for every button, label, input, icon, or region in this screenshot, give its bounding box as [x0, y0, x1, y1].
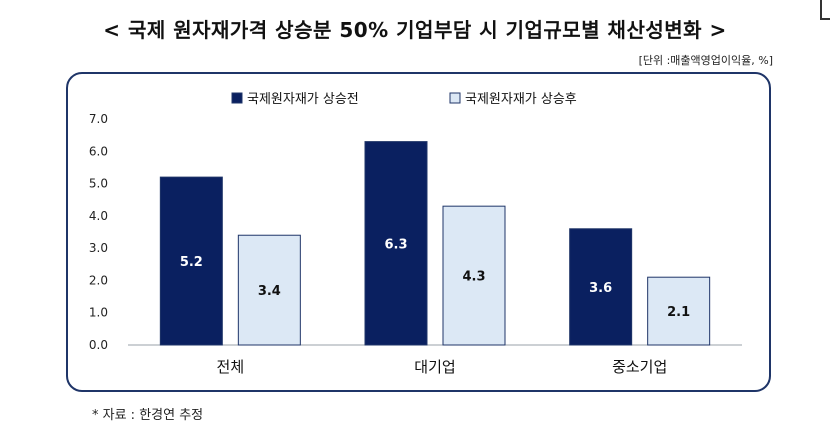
- bar: [647, 276, 711, 346]
- bar-value-label: 6.3: [384, 237, 407, 252]
- bar: [569, 228, 633, 346]
- y-tick-label: 6.0: [89, 144, 108, 158]
- x-category-label: 대기업: [414, 358, 455, 376]
- legend-label: 국제원자재가 상승후: [465, 92, 577, 107]
- y-tick-label: 3.0: [89, 241, 108, 255]
- y-tick-label: 2.0: [89, 273, 108, 287]
- bar-value-label: 5.2: [180, 255, 203, 270]
- unit-note: [단위 :매출액영업이익율, %]: [638, 54, 773, 67]
- bar: [364, 141, 428, 346]
- bar-value-label: 2.1: [667, 305, 690, 320]
- y-tick-label: 0.0: [89, 338, 108, 352]
- bar: [442, 205, 506, 346]
- bar-value-label: 4.3: [462, 270, 485, 285]
- y-tick-label: 7.0: [89, 112, 108, 126]
- y-tick-label: 1.0: [89, 306, 108, 320]
- chart-title: < 국제 원자재가격 상승분 50% 기업부담 시 기업규모별 채산성변화 >: [103, 18, 727, 42]
- x-category-label: 중소기업: [612, 358, 667, 376]
- legend-label: 국제원자재가 상승전: [247, 92, 359, 107]
- bar: [237, 234, 301, 346]
- y-tick-label: 4.0: [89, 209, 108, 223]
- source-note: * 자료 : 한경연 추정: [92, 408, 204, 423]
- bar: [159, 176, 223, 346]
- legend-swatch: [231, 92, 243, 104]
- legend-swatch: [449, 92, 461, 104]
- bar-value-label: 3.4: [258, 284, 281, 299]
- x-category-label: 전체: [217, 358, 245, 376]
- y-tick-label: 5.0: [89, 177, 108, 191]
- bar-value-label: 3.6: [589, 281, 612, 296]
- window-corner-mark: [820, 0, 830, 20]
